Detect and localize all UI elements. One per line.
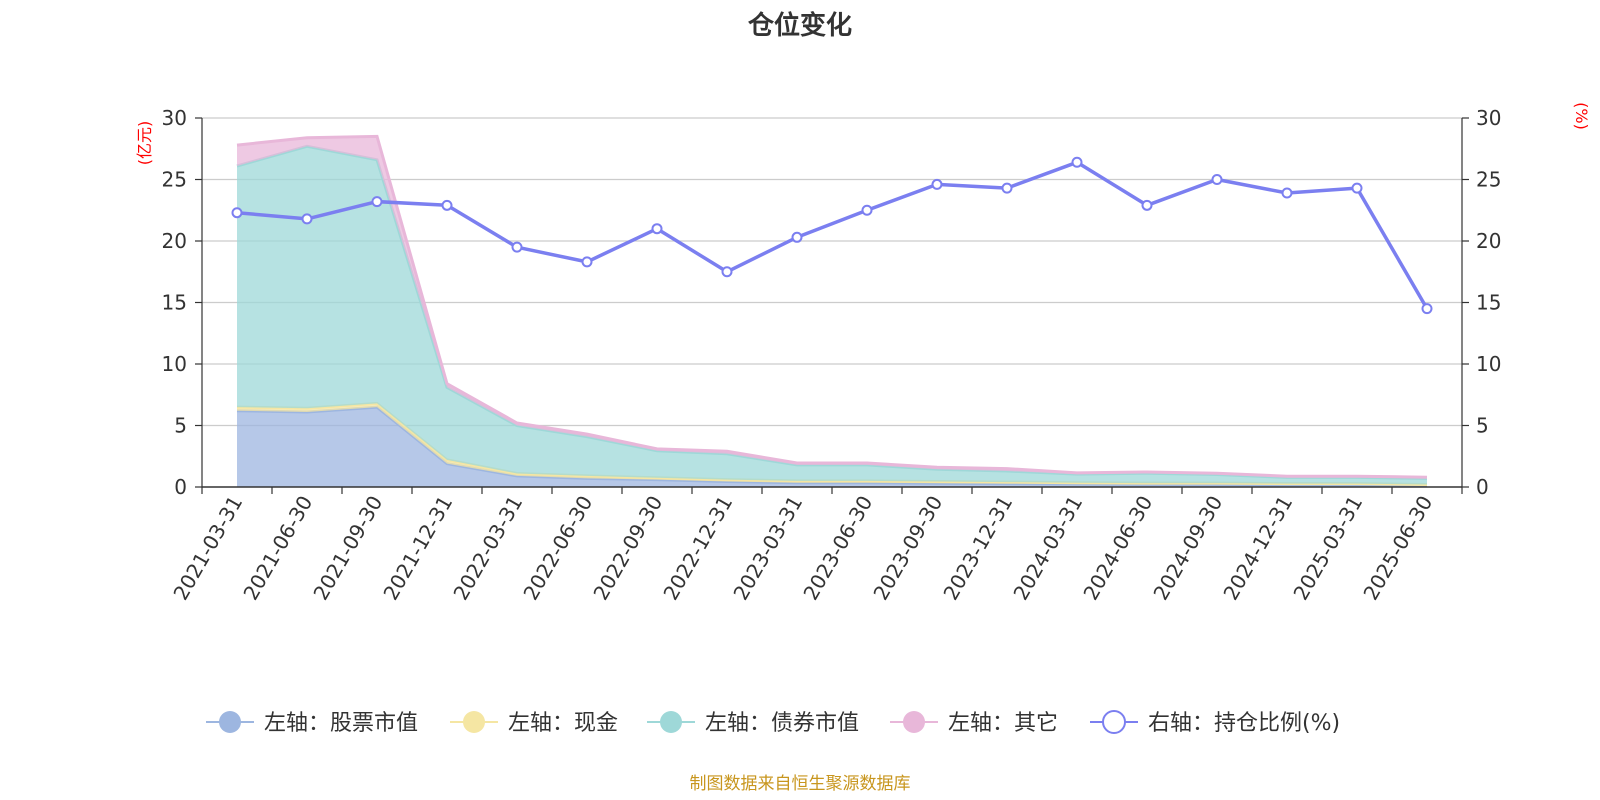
legend-label: 左轴：其它 xyxy=(948,711,1058,736)
ratio-point[interactable] xyxy=(441,199,453,211)
ratio-point[interactable] xyxy=(1421,303,1433,315)
legend-marker xyxy=(463,711,485,733)
area-3 xyxy=(237,146,1427,485)
legend-item[interactable]: 左轴：其它 xyxy=(890,711,1058,736)
right-axis-tick-label: 5 xyxy=(1476,414,1489,438)
legend-label: 右轴：持仓比例(%) xyxy=(1148,711,1340,736)
x-axis-tick-label: 2022-09-30 xyxy=(588,492,667,605)
stacked-areas xyxy=(236,134,1428,488)
left-axis-unit: (亿元) xyxy=(135,121,154,166)
ratio-point[interactable] xyxy=(1281,187,1293,199)
legend-label: 左轴：债券市值 xyxy=(705,711,859,736)
left-axis-tick-label: 15 xyxy=(162,291,187,315)
x-axis-tick-label: 2022-12-31 xyxy=(658,492,737,605)
x-axis-tick-label: 2022-06-30 xyxy=(518,492,597,605)
ratio-point[interactable] xyxy=(301,213,313,225)
legend-item[interactable]: 右轴：持仓比例(%) xyxy=(1090,710,1340,736)
left-axis-tick-label: 30 xyxy=(162,106,187,130)
ratio-point[interactable] xyxy=(861,204,873,216)
right-axis-tick-label: 15 xyxy=(1476,291,1501,315)
left-axis-tick-label: 10 xyxy=(162,352,187,376)
x-axis-tick-label: 2022-03-31 xyxy=(448,492,527,605)
right-axis-unit: (%) xyxy=(1572,102,1591,130)
left-axis-tick-label: 20 xyxy=(162,229,187,253)
ratio-point[interactable] xyxy=(1211,174,1223,185)
legend-item[interactable]: 左轴：债券市值 xyxy=(647,711,859,736)
chart-title: 仓位变化 xyxy=(747,10,852,41)
area-edge-4 xyxy=(236,134,1428,479)
ratio-point[interactable] xyxy=(1001,182,1013,194)
ratio-point[interactable] xyxy=(1351,182,1363,194)
x-axis-tick-label: 2025-03-31 xyxy=(1288,492,1367,605)
legend-marker xyxy=(1102,710,1126,734)
data-source-note: 制图数据来自恒生聚源数据库 xyxy=(690,774,911,794)
x-axis-tick-label: 2021-12-31 xyxy=(378,492,457,605)
x-axis-tick-label: 2021-09-30 xyxy=(308,492,387,605)
x-axis-tick-label: 2024-06-30 xyxy=(1078,492,1157,605)
ratio-point[interactable] xyxy=(371,196,383,208)
right-axis-tick-label: 10 xyxy=(1476,352,1501,376)
area-1 xyxy=(237,407,1427,487)
x-axis-tick-label: 2021-03-31 xyxy=(168,492,247,605)
legend-marker xyxy=(903,711,925,733)
ratio-point[interactable] xyxy=(511,241,523,253)
ratio-point[interactable] xyxy=(791,231,803,243)
ratio-point[interactable] xyxy=(1071,156,1083,168)
x-axis-tick-label: 2023-06-30 xyxy=(798,492,877,605)
left-axis-tick-label: 0 xyxy=(174,475,187,499)
right-axis-tick-label: 25 xyxy=(1476,168,1501,192)
ratio-point[interactable] xyxy=(931,178,943,190)
legend-item[interactable]: 左轴：股票市值 xyxy=(206,711,418,736)
x-axis-tick-label: 2024-09-30 xyxy=(1148,492,1227,605)
legend: 左轴：股票市值 左轴：现金 左轴：债券市值 左轴：其它 右轴：持仓比例(%) xyxy=(206,710,1340,736)
x-axis-tick-label: 2025-06-30 xyxy=(1358,492,1437,605)
ratio-point[interactable] xyxy=(231,207,243,219)
x-axis-tick-label: 2023-09-30 xyxy=(868,492,947,605)
legend-label: 左轴：现金 xyxy=(508,711,618,736)
legend-marker xyxy=(219,711,241,733)
legend-marker xyxy=(660,711,682,733)
ratio-point[interactable] xyxy=(581,256,593,268)
right-axis-tick-label: 20 xyxy=(1476,229,1501,253)
ratio-line xyxy=(236,160,1429,310)
right-axis-tick-label: 0 xyxy=(1476,475,1489,499)
x-axis-tick-label: 2023-03-31 xyxy=(728,492,807,605)
right-axis-tick-label: 30 xyxy=(1476,106,1501,130)
x-axis-tick-label: 2024-12-31 xyxy=(1218,492,1297,605)
x-axis-tick-label: 2021-06-30 xyxy=(238,492,317,605)
x-axis-tick-label: 2023-12-31 xyxy=(938,492,1017,605)
left-axis-tick-label: 5 xyxy=(174,414,187,438)
legend-label: 左轴：股票市值 xyxy=(264,711,418,736)
x-axis-tick-label: 2024-03-31 xyxy=(1008,492,1087,605)
legend-item[interactable]: 左轴：现金 xyxy=(450,711,618,736)
ratio-line-layer xyxy=(231,156,1433,315)
ratio-point[interactable] xyxy=(651,223,663,235)
ratio-point[interactable] xyxy=(1141,199,1153,211)
left-axis-tick-label: 25 xyxy=(162,168,187,192)
ratio-point[interactable] xyxy=(721,266,733,278)
